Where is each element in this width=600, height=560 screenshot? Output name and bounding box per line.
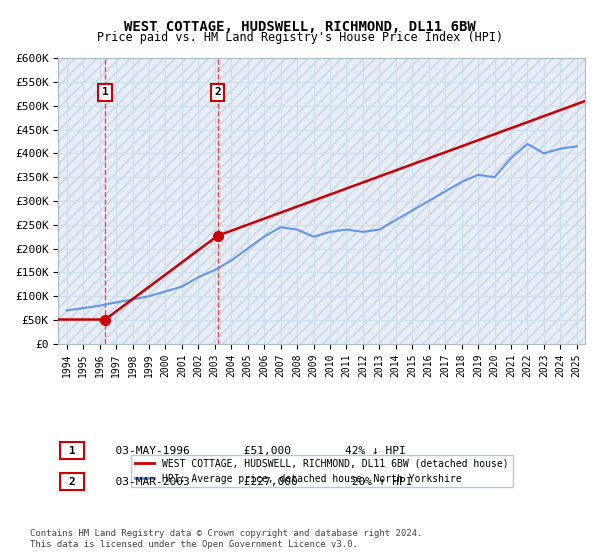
Text: 2: 2 [214,87,221,97]
Text: 2: 2 [68,477,76,487]
Text: Contains HM Land Registry data © Crown copyright and database right 2024.
This d: Contains HM Land Registry data © Crown c… [30,529,422,549]
Text: 1: 1 [102,87,109,97]
Text: WEST COTTAGE, HUDSWELL, RICHMOND, DL11 6BW: WEST COTTAGE, HUDSWELL, RICHMOND, DL11 6… [124,20,476,34]
Text: 03-MAY-1996        £51,000        42% ↓ HPI: 03-MAY-1996 £51,000 42% ↓ HPI [102,446,406,456]
Legend: WEST COTTAGE, HUDSWELL, RICHMOND, DL11 6BW (detached house), HPI: Average price,: WEST COTTAGE, HUDSWELL, RICHMOND, DL11 6… [131,455,512,487]
Text: Price paid vs. HM Land Registry's House Price Index (HPI): Price paid vs. HM Land Registry's House … [97,31,503,44]
Text: 1: 1 [68,446,76,456]
Text: 03-MAR-2003        £227,000        20% ↑ HPI: 03-MAR-2003 £227,000 20% ↑ HPI [102,477,413,487]
